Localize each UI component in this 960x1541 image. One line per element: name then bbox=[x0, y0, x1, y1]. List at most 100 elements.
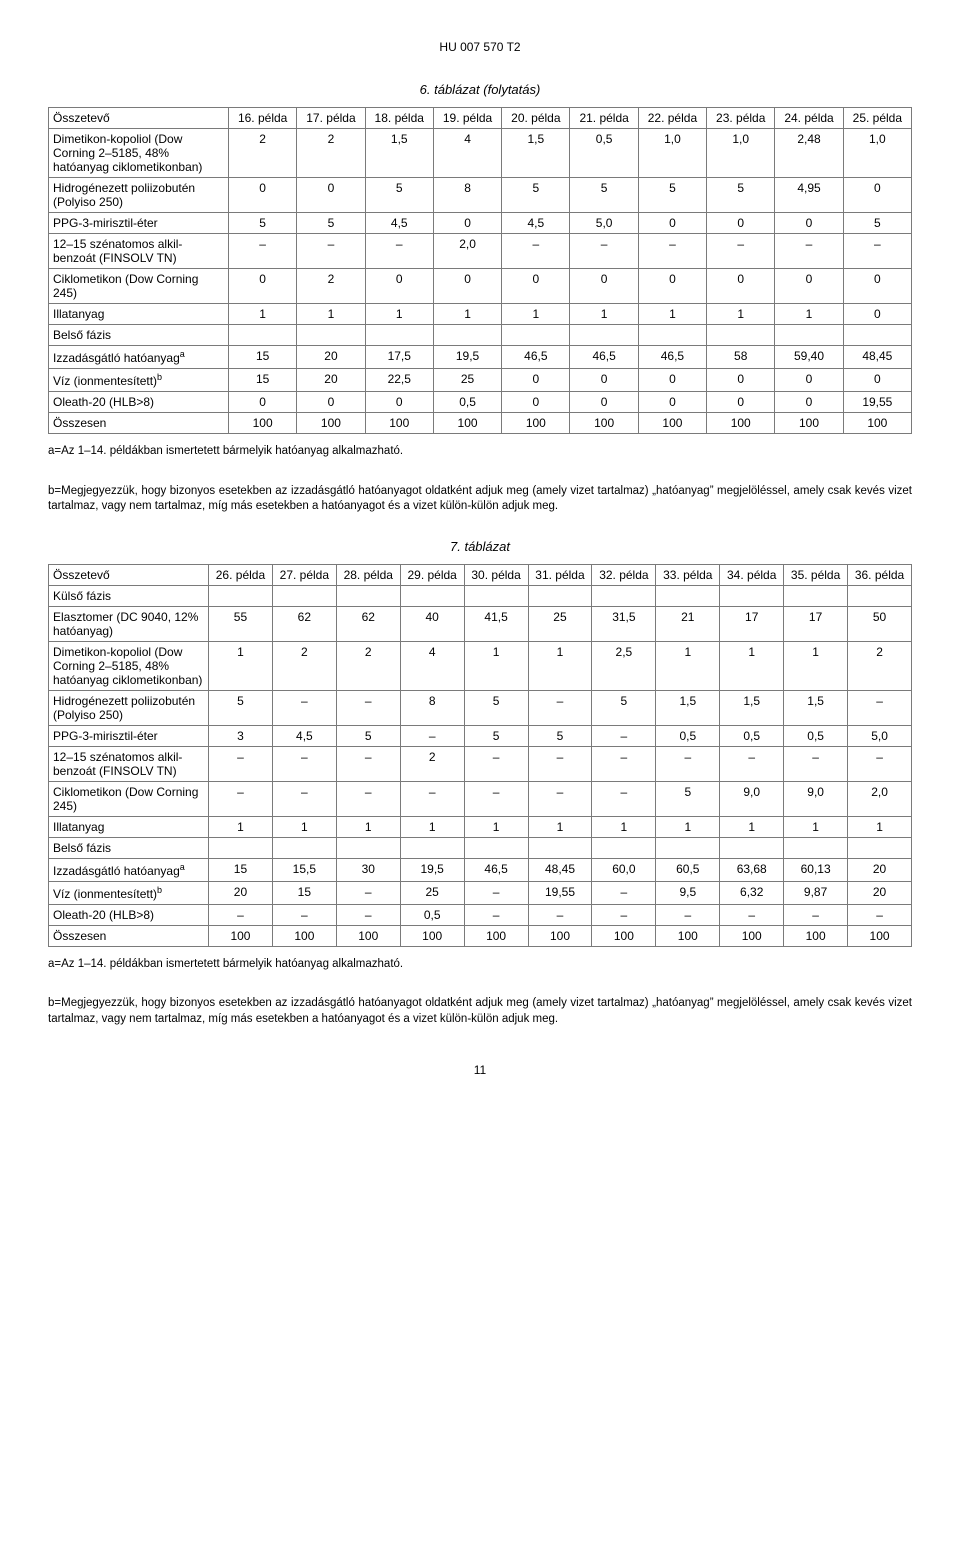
table-cell: – bbox=[464, 881, 528, 904]
column-header: 21. példa bbox=[570, 108, 638, 129]
table-cell: 1 bbox=[775, 304, 843, 325]
table-cell: 1,0 bbox=[707, 129, 775, 178]
table-cell: 3 bbox=[209, 725, 273, 746]
table-cell bbox=[784, 585, 848, 606]
table-cell: 1 bbox=[638, 304, 706, 325]
table-cell: 1 bbox=[365, 304, 433, 325]
table-cell bbox=[433, 325, 501, 346]
table-cell: 1,5 bbox=[720, 690, 784, 725]
table-cell: 0 bbox=[570, 369, 638, 392]
table-cell: 25 bbox=[400, 881, 464, 904]
row-label: Izzadásgátló hatóanyaga bbox=[49, 346, 229, 369]
table-cell: 48,45 bbox=[528, 858, 592, 881]
table-cell: 1 bbox=[336, 816, 400, 837]
table-cell: 19,55 bbox=[843, 392, 911, 413]
row-label: Dimetikon-kopoliol (Dow Corning 2–5185, … bbox=[49, 641, 209, 690]
row-label: Oleath-20 (HLB>8) bbox=[49, 392, 229, 413]
table-cell bbox=[464, 837, 528, 858]
table-cell: 4 bbox=[400, 641, 464, 690]
table-cell: 55 bbox=[209, 606, 273, 641]
table-cell: 2,0 bbox=[848, 781, 912, 816]
table-cell: 0,5 bbox=[720, 725, 784, 746]
footnote-marker: a bbox=[180, 862, 185, 872]
row-label: 12–15 szénatomos alkil-benzoát (FINSOLV … bbox=[49, 234, 229, 269]
table-cell bbox=[784, 837, 848, 858]
table-cell: – bbox=[720, 746, 784, 781]
table-cell: 100 bbox=[336, 925, 400, 946]
table-cell: 100 bbox=[775, 413, 843, 434]
table-cell: 20 bbox=[297, 369, 365, 392]
table-cell: 15,5 bbox=[272, 858, 336, 881]
table-cell: 100 bbox=[656, 925, 720, 946]
table-cell: 22,5 bbox=[365, 369, 433, 392]
table-cell: – bbox=[336, 746, 400, 781]
table-cell: 1,0 bbox=[638, 129, 706, 178]
row-label: Külső fázis bbox=[49, 585, 209, 606]
table-row: Illatanyag11111111111 bbox=[49, 816, 912, 837]
table-cell: 100 bbox=[400, 925, 464, 946]
table-cell: – bbox=[848, 690, 912, 725]
table-cell: 5 bbox=[209, 690, 273, 725]
table-cell: 0 bbox=[229, 269, 297, 304]
column-header: 27. példa bbox=[272, 564, 336, 585]
row-label: Oleath-20 (HLB>8) bbox=[49, 904, 209, 925]
table-cell: – bbox=[336, 690, 400, 725]
table-cell bbox=[848, 585, 912, 606]
table-cell: 0 bbox=[297, 178, 365, 213]
table-cell: 0 bbox=[843, 304, 911, 325]
table-cell bbox=[272, 837, 336, 858]
table-cell: 0 bbox=[297, 392, 365, 413]
table-cell: 0 bbox=[775, 392, 843, 413]
table-cell: 1 bbox=[272, 816, 336, 837]
column-header: 33. példa bbox=[656, 564, 720, 585]
table-cell: 0 bbox=[502, 392, 570, 413]
table-cell: 5,0 bbox=[848, 725, 912, 746]
table-cell: 62 bbox=[272, 606, 336, 641]
table-cell: – bbox=[336, 881, 400, 904]
table-cell: 1,5 bbox=[784, 690, 848, 725]
column-header: Összetevő bbox=[49, 564, 209, 585]
table-cell: 2,48 bbox=[775, 129, 843, 178]
table-cell: 1 bbox=[528, 641, 592, 690]
row-label: Víz (ionmentesített)b bbox=[49, 369, 229, 392]
table-cell: 0 bbox=[843, 178, 911, 213]
table-cell: 5 bbox=[464, 725, 528, 746]
table-cell: 17 bbox=[720, 606, 784, 641]
table-row: Víz (ionmentesített)b2015–25–19,55–9,56,… bbox=[49, 881, 912, 904]
column-header: 28. példa bbox=[336, 564, 400, 585]
row-label: Hidrogénezett poliizobutén (Polyiso 250) bbox=[49, 690, 209, 725]
table-cell: 60,5 bbox=[656, 858, 720, 881]
table-cell: 20 bbox=[209, 881, 273, 904]
table-cell bbox=[400, 585, 464, 606]
table-cell: 46,5 bbox=[464, 858, 528, 881]
table-cell: 58 bbox=[707, 346, 775, 369]
table-cell bbox=[707, 325, 775, 346]
table-cell: 1 bbox=[464, 816, 528, 837]
table-cell: 100 bbox=[784, 925, 848, 946]
column-header: 36. példa bbox=[848, 564, 912, 585]
table-cell: 17,5 bbox=[365, 346, 433, 369]
footnote-marker: b bbox=[157, 372, 162, 382]
table-cell: – bbox=[365, 234, 433, 269]
table-cell: 1 bbox=[784, 816, 848, 837]
table-cell: – bbox=[592, 904, 656, 925]
table-cell bbox=[336, 837, 400, 858]
column-header: 26. példa bbox=[209, 564, 273, 585]
table-cell: – bbox=[570, 234, 638, 269]
table-cell: – bbox=[528, 746, 592, 781]
table-cell: 0 bbox=[570, 392, 638, 413]
table-cell bbox=[336, 585, 400, 606]
table-cell: 31,5 bbox=[592, 606, 656, 641]
row-label: PPG-3-mirisztil-éter bbox=[49, 725, 209, 746]
table-cell: 5 bbox=[365, 178, 433, 213]
table-cell: 2 bbox=[336, 641, 400, 690]
table-cell: 25 bbox=[528, 606, 592, 641]
table-cell: 5 bbox=[843, 213, 911, 234]
table-cell: – bbox=[528, 690, 592, 725]
column-header: 16. példa bbox=[229, 108, 297, 129]
table-cell: 0 bbox=[775, 213, 843, 234]
table-cell: – bbox=[272, 746, 336, 781]
table-cell: 0,5 bbox=[784, 725, 848, 746]
table-row: Külső fázis bbox=[49, 585, 912, 606]
table-cell: 0 bbox=[433, 269, 501, 304]
